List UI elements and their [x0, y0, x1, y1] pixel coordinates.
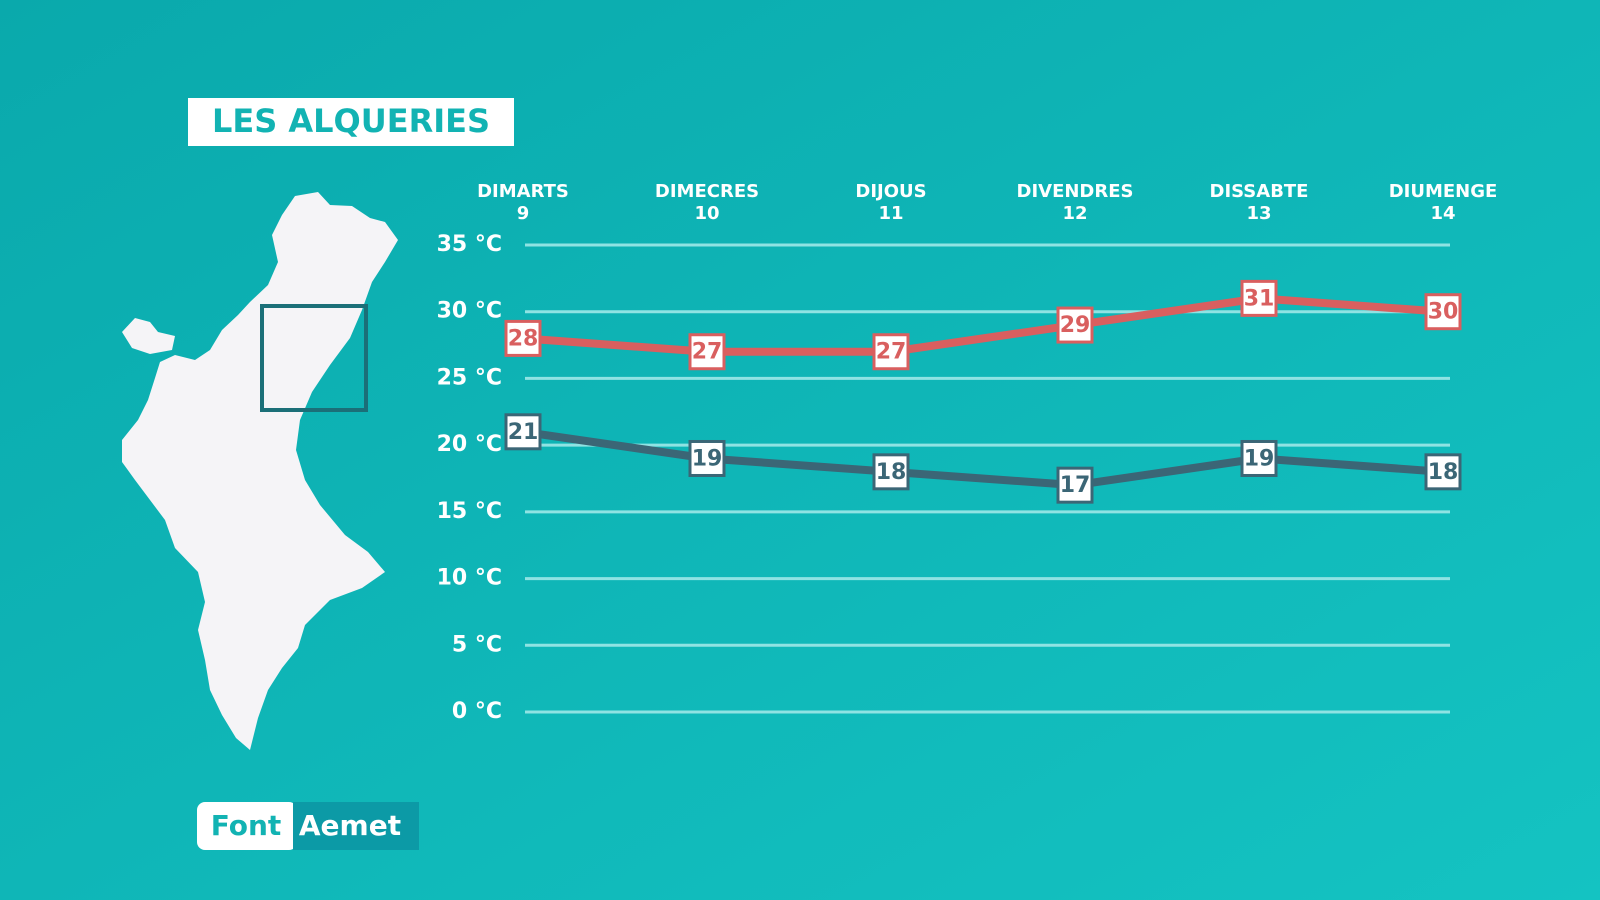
- value-box: [1240, 439, 1278, 477]
- location-frame: [260, 304, 368, 412]
- value-label: 21: [508, 420, 539, 445]
- x-tick-label: 14: [1430, 203, 1455, 224]
- value-label: 19: [692, 446, 723, 471]
- y-tick-label: 35 °C: [437, 232, 502, 257]
- value-box: [1056, 466, 1094, 504]
- value-label: 27: [876, 340, 907, 365]
- value-label: 18: [876, 460, 907, 485]
- value-label: 27: [692, 340, 723, 365]
- value-box: [1424, 293, 1462, 331]
- island: [122, 318, 175, 354]
- title-box: [188, 98, 514, 146]
- value-box: [1056, 306, 1094, 344]
- y-tick-label: 20 °C: [437, 432, 502, 457]
- region-map: [122, 192, 398, 750]
- x-tick-label: DIMARTS: [477, 181, 569, 202]
- x-tick-label: 13: [1246, 203, 1271, 224]
- series-line: [522, 427, 1444, 490]
- x-tick-label: DISSABTE: [1210, 181, 1309, 202]
- source-box: [293, 802, 419, 850]
- x-tick-label: DIJOUS: [855, 181, 926, 202]
- value-box: [504, 413, 542, 451]
- value-box: [504, 319, 542, 357]
- source: Aemet: [299, 809, 401, 842]
- x-tick-label: 10: [694, 203, 719, 224]
- value-box: [872, 333, 910, 371]
- x-tick-label: 11: [878, 203, 903, 224]
- source-label: Font: [211, 809, 282, 842]
- x-tick-label: DIMECRES: [655, 181, 759, 202]
- source-label-box: [197, 802, 297, 850]
- value-box: [872, 453, 910, 491]
- series-line: [522, 294, 1444, 356]
- y-tick-label: 25 °C: [437, 365, 502, 390]
- y-tick-label: 30 °C: [437, 299, 502, 324]
- value-label: 19: [1244, 446, 1275, 471]
- value-box: [1424, 453, 1462, 491]
- chart-title: LES ALQUERIES: [212, 102, 490, 140]
- value-label: 30: [1428, 300, 1459, 325]
- value-label: 29: [1060, 313, 1091, 338]
- value-label: 18: [1428, 460, 1459, 485]
- x-tick-label: 9: [517, 203, 530, 224]
- value-label: 28: [508, 326, 539, 351]
- value-box: [688, 333, 726, 371]
- value-box: [1240, 279, 1278, 317]
- y-tick-label: 5 °C: [452, 632, 502, 657]
- value-label: 17: [1060, 473, 1091, 498]
- x-tick-label: 12: [1062, 203, 1087, 224]
- x-tick-label: DIUMENGE: [1389, 181, 1498, 202]
- y-tick-label: 0 °C: [452, 699, 502, 724]
- y-tick-label: 15 °C: [437, 499, 502, 524]
- y-tick-label: 10 °C: [437, 566, 502, 591]
- value-label: 31: [1244, 286, 1275, 311]
- x-tick-label: DIVENDRES: [1017, 181, 1134, 202]
- value-box: [688, 439, 726, 477]
